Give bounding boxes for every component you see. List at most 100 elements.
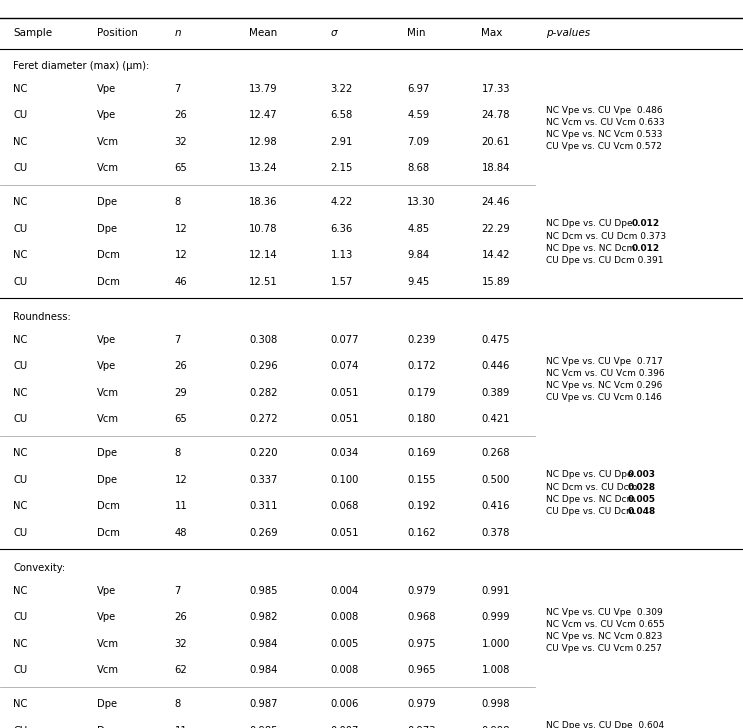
Text: Dcm: Dcm [97,502,120,512]
Text: Vcm: Vcm [97,388,119,398]
Text: 0.192: 0.192 [407,502,436,512]
Text: 8: 8 [175,700,181,709]
Text: CU: CU [13,528,27,538]
Text: 65: 65 [175,414,187,424]
Text: CU: CU [13,475,27,485]
Text: 0.987: 0.987 [249,700,277,709]
Text: Dpe: Dpe [97,448,117,459]
Text: 0.028: 0.028 [627,483,655,491]
Text: 8: 8 [175,448,181,459]
Text: 0.006: 0.006 [331,700,359,709]
Text: 14.42: 14.42 [481,250,510,261]
Text: 0.008: 0.008 [331,665,359,676]
Text: 32: 32 [175,639,187,649]
Text: Vcm: Vcm [97,639,119,649]
Text: 48: 48 [175,528,187,538]
Text: Convexity:: Convexity: [13,563,65,573]
Text: 13.24: 13.24 [249,163,277,173]
Text: 0.984: 0.984 [249,665,277,676]
Text: NC: NC [13,137,27,147]
Text: p-values: p-values [546,28,590,39]
Text: NC Vpe vs. CU Vpe  0.717: NC Vpe vs. CU Vpe 0.717 [546,357,663,365]
Text: 0.169: 0.169 [407,448,436,459]
Text: 0.005: 0.005 [331,639,359,649]
Text: 0.155: 0.155 [407,475,436,485]
Text: 12: 12 [175,475,187,485]
Text: 0.998: 0.998 [481,700,510,709]
Text: 0.003: 0.003 [627,470,655,479]
Text: 0.416: 0.416 [481,502,510,512]
Text: 0.068: 0.068 [331,502,359,512]
Text: 0.985: 0.985 [249,586,277,596]
Text: NC: NC [13,84,27,94]
Text: 0.004: 0.004 [331,586,359,596]
Text: NC Vpe vs. NC Vcm 0.533: NC Vpe vs. NC Vcm 0.533 [546,130,663,139]
Text: 12.98: 12.98 [249,137,278,147]
Text: 1.008: 1.008 [481,665,510,676]
Text: 4.59: 4.59 [407,110,429,120]
Text: NC Dcm vs. CU Dcm: NC Dcm vs. CU Dcm [546,483,640,491]
Text: NC Dcm vs. CU Dcm 0.373: NC Dcm vs. CU Dcm 0.373 [546,232,666,240]
Text: 0.378: 0.378 [481,528,510,538]
Text: Dcm: Dcm [97,250,120,261]
Text: 9.84: 9.84 [407,250,429,261]
Text: 0.051: 0.051 [331,528,359,538]
Text: n: n [175,28,181,39]
Text: 0.008: 0.008 [331,612,359,622]
Text: Vpe: Vpe [97,110,116,120]
Text: CU: CU [13,612,27,622]
Text: 26: 26 [175,110,187,120]
Text: 6.36: 6.36 [331,223,353,234]
Text: 0.296: 0.296 [249,361,278,371]
Text: CU: CU [13,223,27,234]
Text: Dcm: Dcm [97,277,120,287]
Text: 0.421: 0.421 [481,414,510,424]
Text: 8: 8 [175,197,181,207]
Text: 18.36: 18.36 [249,197,277,207]
Text: 10.78: 10.78 [249,223,277,234]
Text: CU: CU [13,163,27,173]
Text: 24.46: 24.46 [481,197,510,207]
Text: 0.973: 0.973 [407,726,435,728]
Text: Sample: Sample [13,28,53,39]
Text: 0.984: 0.984 [249,639,277,649]
Text: NC: NC [13,502,27,512]
Text: Mean: Mean [249,28,277,39]
Text: Dpe: Dpe [97,475,117,485]
Text: CU Vpe vs. CU Vcm 0.572: CU Vpe vs. CU Vcm 0.572 [546,143,662,151]
Text: 7: 7 [175,586,181,596]
Text: 46: 46 [175,277,187,287]
Text: 0.051: 0.051 [331,388,359,398]
Text: Dpe: Dpe [97,726,117,728]
Text: Roundness:: Roundness: [13,312,71,322]
Text: Dpe: Dpe [97,223,117,234]
Text: 0.239: 0.239 [407,335,435,345]
Text: 13.79: 13.79 [249,84,278,94]
Text: 7: 7 [175,84,181,94]
Text: 0.272: 0.272 [249,414,278,424]
Text: 7: 7 [175,335,181,345]
Text: 62: 62 [175,665,187,676]
Text: Vpe: Vpe [97,361,116,371]
Text: 0.269: 0.269 [249,528,278,538]
Text: 0.500: 0.500 [481,475,510,485]
Text: 0.965: 0.965 [407,665,436,676]
Text: 18.84: 18.84 [481,163,510,173]
Text: NC Dpe vs. NC Dcm: NC Dpe vs. NC Dcm [546,244,641,253]
Text: Vpe: Vpe [97,612,116,622]
Text: NC: NC [13,586,27,596]
Text: 22.29: 22.29 [481,223,510,234]
Text: 12: 12 [175,223,187,234]
Text: NC: NC [13,335,27,345]
Text: 0.282: 0.282 [249,388,277,398]
Text: NC: NC [13,250,27,261]
Text: NC Vcm vs. CU Vcm 0.633: NC Vcm vs. CU Vcm 0.633 [546,118,665,127]
Text: 0.220: 0.220 [249,448,277,459]
Text: 26: 26 [175,361,187,371]
Text: 0.268: 0.268 [481,448,510,459]
Text: 9.45: 9.45 [407,277,429,287]
Text: NC: NC [13,197,27,207]
Text: 6.58: 6.58 [331,110,353,120]
Text: Vpe: Vpe [97,335,116,345]
Text: 0.979: 0.979 [407,586,436,596]
